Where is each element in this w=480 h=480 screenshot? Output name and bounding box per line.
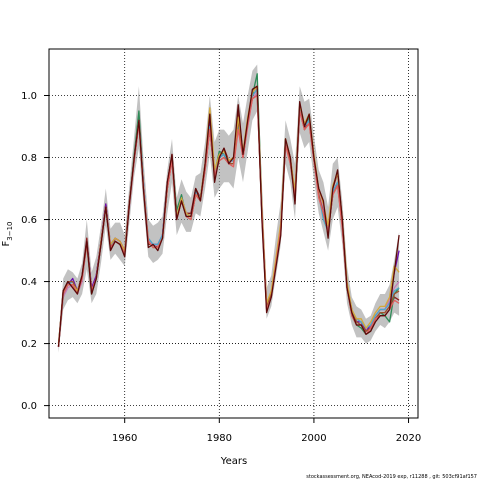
y-tick-label-3: 0.6 [21, 215, 37, 226]
x-axis: 1960 1980 2000 2020 [112, 418, 421, 444]
x-tick-label-0: 1960 [112, 433, 137, 444]
y-axis-title-subscript: 3−10 [6, 222, 14, 241]
x-tick-label-2: 2000 [301, 433, 326, 444]
y-axis-title: F3−10 [1, 222, 14, 247]
y-tick-label-5: 1.0 [21, 91, 37, 102]
y-tick-label-0: 0.0 [21, 401, 37, 412]
plot-frame [48, 48, 419, 419]
series-line-2 [57, 88, 400, 347]
confidence-band [58, 64, 400, 353]
uncertainty-band [58, 64, 400, 353]
y-tick-label-2: 0.4 [21, 277, 37, 288]
series-line-8 [57, 85, 400, 347]
x-tick-label-3: 2020 [396, 433, 421, 444]
x-axis-title: Years [220, 456, 247, 467]
credit-text: stockassessment.org, NEAcod-2019 exp, r1… [306, 474, 477, 480]
y-axis-title-main: F [1, 241, 12, 247]
y-tick-label-1: 0.2 [21, 339, 37, 350]
series-lines [57, 73, 400, 347]
x-tick-label-1: 1980 [207, 433, 232, 444]
y-axis: 0.0 0.2 0.4 0.6 0.8 1.0 [21, 91, 49, 412]
y-tick-label-4: 0.8 [21, 153, 37, 164]
